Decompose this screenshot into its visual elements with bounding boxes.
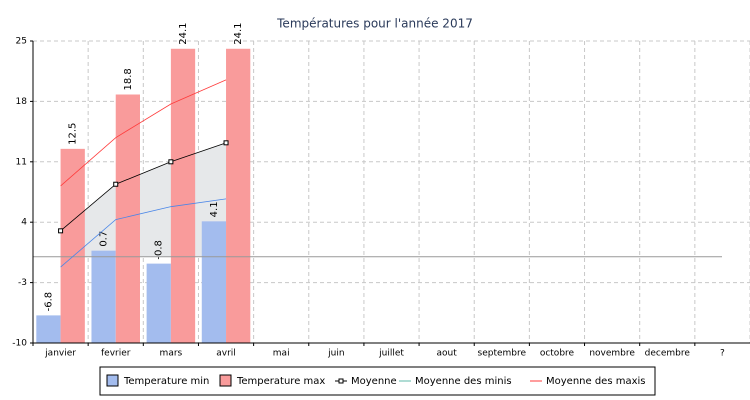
- bar: [60, 148, 85, 343]
- data-label: 4.1: [209, 201, 220, 217]
- legend-label: Temperature min: [123, 376, 209, 387]
- legend-marker: [338, 378, 344, 384]
- x-tick-label: avril: [216, 349, 236, 359]
- x-tick-label: juillet: [378, 349, 404, 359]
- x-tick-label: aout: [437, 349, 458, 359]
- data-label: 12.5: [68, 123, 79, 145]
- bar: [91, 250, 116, 343]
- y-tick-label: -3: [18, 278, 27, 288]
- data-label: 24.1: [178, 23, 189, 45]
- line: [60, 79, 227, 187]
- x-tick-label: septembre: [478, 349, 527, 359]
- line: [60, 142, 227, 232]
- marker: [223, 140, 229, 146]
- legend-label: Moyenne des minis: [415, 376, 512, 387]
- x-tick-label: octobre: [540, 349, 575, 359]
- marker: [58, 228, 64, 234]
- y-tick-label: -10: [12, 339, 27, 349]
- data-label: 0.7: [99, 231, 110, 247]
- bar: [201, 221, 227, 343]
- x-tick-label: juin: [327, 349, 344, 359]
- bar: [36, 315, 61, 343]
- bar: [226, 48, 251, 343]
- y-tick-label: 25: [16, 37, 27, 47]
- area: [60, 142, 227, 257]
- x-tick-label: decembre: [645, 349, 691, 359]
- x-tick-label: mai: [273, 349, 290, 359]
- legend-label: Moyenne des maxis: [546, 376, 646, 387]
- x-tick-label: mars: [160, 349, 183, 359]
- x-tick-label: fevrier: [101, 349, 131, 359]
- data-label: 18.8: [123, 68, 134, 90]
- legend-swatch: [219, 374, 232, 387]
- bar: [146, 263, 171, 343]
- marker: [113, 181, 119, 187]
- x-tick-label: novembre: [589, 349, 635, 359]
- data-label: -6.8: [43, 292, 54, 312]
- legend-box: [99, 366, 656, 396]
- y-tick-label: 11: [16, 157, 27, 167]
- legend-label: Temperature max: [236, 376, 325, 387]
- x-tick-label: janvier: [44, 349, 76, 359]
- line: [60, 198, 227, 268]
- legend-swatch: [106, 374, 119, 387]
- data-label: 24.1: [233, 23, 244, 45]
- chart-title: Températures pour l'année 2017: [276, 17, 473, 31]
- marker: [168, 159, 174, 165]
- x-tick-label: ?: [720, 349, 725, 359]
- y-tick-label: 18: [16, 97, 28, 107]
- legend-label: Moyenne: [351, 376, 397, 387]
- data-label: -0.8: [154, 240, 165, 260]
- y-tick-label: 4: [21, 218, 27, 228]
- bar: [170, 48, 196, 343]
